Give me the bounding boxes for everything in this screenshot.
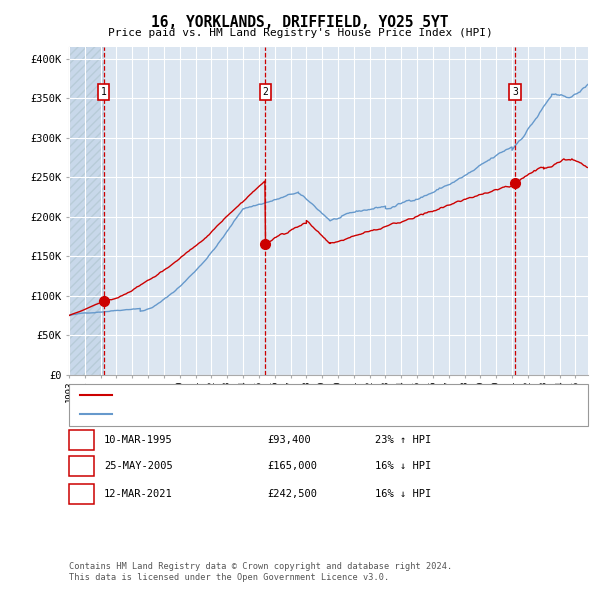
Text: 10-MAR-1995: 10-MAR-1995 [104, 435, 173, 444]
Text: £165,000: £165,000 [267, 461, 317, 471]
Text: £242,500: £242,500 [267, 489, 317, 499]
Text: 16% ↓ HPI: 16% ↓ HPI [375, 461, 431, 471]
Text: 1: 1 [79, 435, 85, 444]
Text: 16, YORKLANDS, DRIFFIELD, YO25 5YT (detached house): 16, YORKLANDS, DRIFFIELD, YO25 5YT (deta… [118, 391, 418, 401]
Text: 2: 2 [262, 87, 268, 97]
Text: Contains HM Land Registry data © Crown copyright and database right 2024.: Contains HM Land Registry data © Crown c… [69, 562, 452, 571]
Text: 3: 3 [79, 489, 85, 499]
Text: 1: 1 [101, 87, 107, 97]
Text: 16, YORKLANDS, DRIFFIELD, YO25 5YT: 16, YORKLANDS, DRIFFIELD, YO25 5YT [151, 15, 449, 30]
Text: Price paid vs. HM Land Registry's House Price Index (HPI): Price paid vs. HM Land Registry's House … [107, 28, 493, 38]
Text: £93,400: £93,400 [267, 435, 311, 444]
Text: 3: 3 [512, 87, 518, 97]
Text: 16% ↓ HPI: 16% ↓ HPI [375, 489, 431, 499]
Bar [69, 47, 104, 375]
Text: 25-MAY-2005: 25-MAY-2005 [104, 461, 173, 471]
Text: 12-MAR-2021: 12-MAR-2021 [104, 489, 173, 499]
Text: 23% ↑ HPI: 23% ↑ HPI [375, 435, 431, 444]
Text: HPI: Average price, detached house, East Riding of Yorkshire: HPI: Average price, detached house, East… [118, 409, 471, 419]
Text: This data is licensed under the Open Government Licence v3.0.: This data is licensed under the Open Gov… [69, 573, 389, 582]
Text: 2: 2 [79, 461, 85, 471]
